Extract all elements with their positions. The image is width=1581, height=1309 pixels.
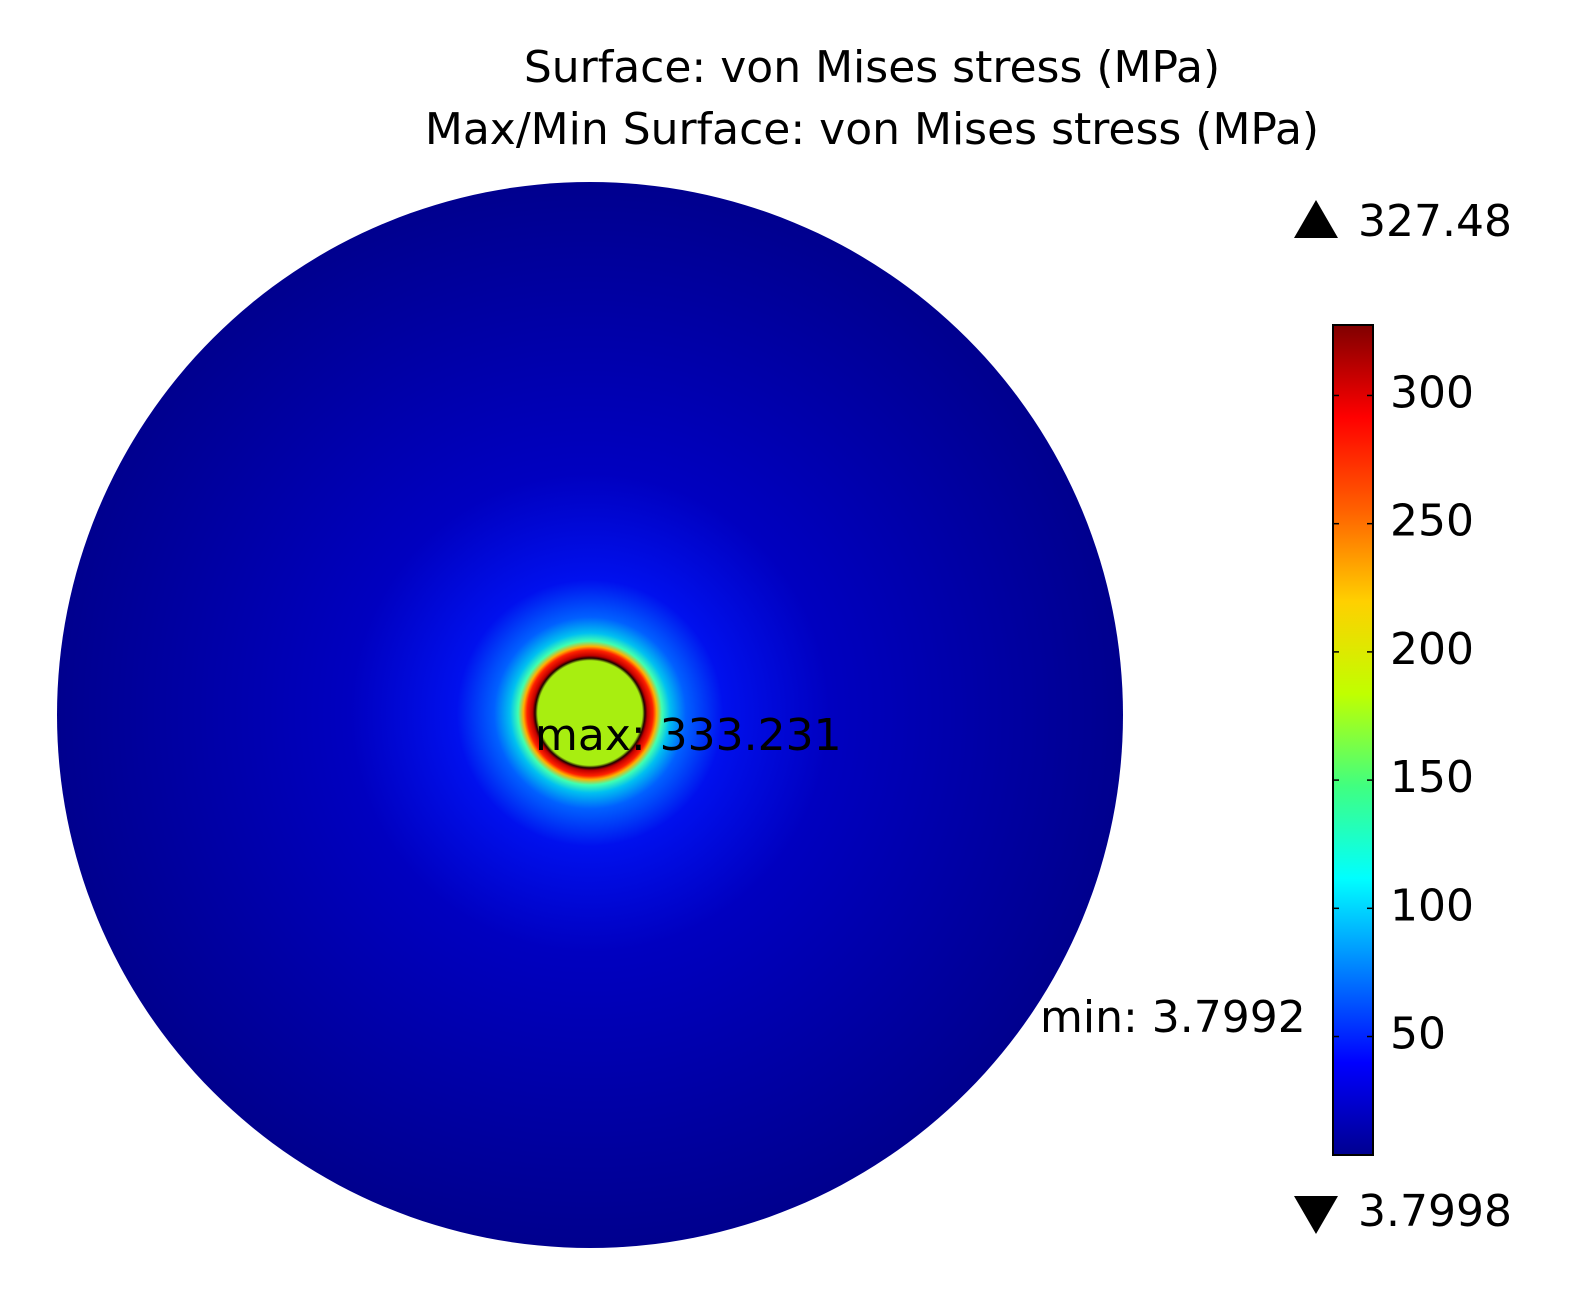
chart-title: Surface: von Mises stress (MPa) [524, 42, 1220, 93]
colorbar-tick-label: 150 [1390, 752, 1474, 803]
colorbar-min-label: 3.7998 [1358, 1186, 1512, 1237]
colorbar-max-label: 327.48 [1358, 196, 1512, 247]
colorbar-tick-label: 100 [1390, 880, 1474, 931]
chart-subtitle: Max/Min Surface: von Mises stress (MPa) [425, 104, 1319, 155]
surface-field [57, 182, 1123, 1248]
colorbar-tick-label: 50 [1390, 1009, 1446, 1060]
min-annotation: min: 3.7992 [1040, 992, 1306, 1043]
min-triangle [1294, 1196, 1338, 1234]
colorbar [1332, 324, 1374, 1156]
colorbar-tick-label: 300 [1390, 367, 1474, 418]
max-triangle [1294, 200, 1338, 238]
colorbar-tick-label: 250 [1390, 496, 1474, 547]
colorbar-tick-label: 200 [1390, 624, 1474, 675]
max-annotation: max: 333.231 [535, 710, 842, 761]
